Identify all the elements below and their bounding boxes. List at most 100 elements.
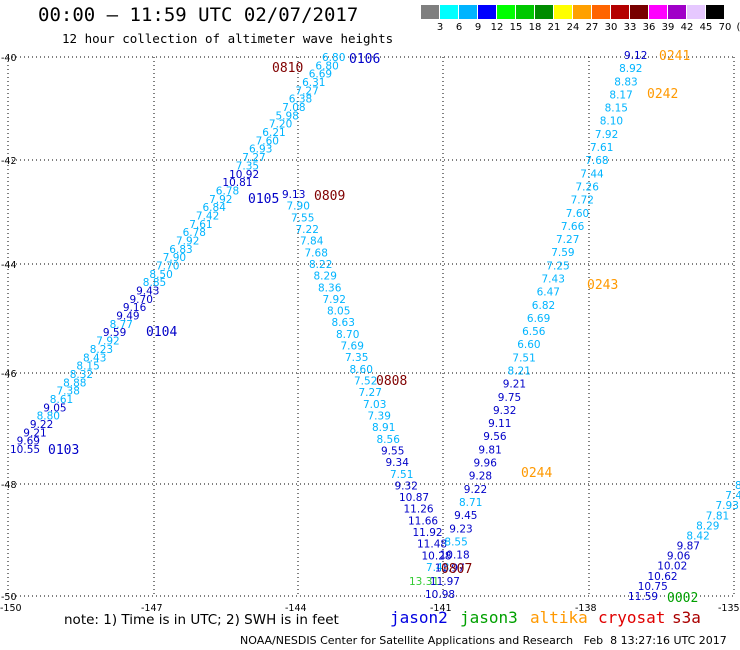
swh-value-pass1: 9.22 [30,419,53,431]
colorbar-label: 6 [455,22,463,33]
swh-value-pass1: 7.92 [209,194,232,206]
swh-value-pass3: 9.32 [493,405,516,417]
swh-value-pass3: 7.92 [595,129,618,141]
axis-labels: -40 -42 -44 -46 -48 -50-150 -147 -144 -141 -138 -1… [0,53,740,614]
latitude-label: -44 [1,260,17,271]
time-tag-label: 0807 [441,562,472,577]
swh-value-pass1: 7.38 [57,386,80,398]
swh-value-pass1: 9.21 [23,427,46,439]
time-tag-label: 0808 [376,374,407,389]
swh-value-pass3: 7.43 [542,274,565,286]
colorbar-swatch [440,5,459,19]
time-tag-label: 0105 [248,192,279,207]
colorbar-label: 27 [585,22,599,33]
swh-value-pass1: 7.42 [196,211,219,223]
swh-value-pass3: 9.11 [488,418,511,430]
colorbar-label: 15 [509,22,523,33]
swh-value-pass3: 9.22 [464,484,487,496]
swh-value-pass3: 7.27 [556,234,579,246]
swh-value-pass2: 10.28 [422,550,452,562]
colorbar-label: 39 [661,22,675,33]
swh-value-pass2: 11.48 [417,539,447,551]
swh-value-pass1: 10.55 [10,444,40,456]
swh-value-pass1: 6.69 [309,69,332,81]
swh-value-pass3: 6.69 [527,313,550,325]
satellite-legend-s3a: s3a [672,608,701,627]
swh-value-pass4: 7.4 [725,490,740,502]
latitude-label: -40 [1,53,17,64]
swh-value-pass1: 5.98 [276,110,299,122]
swh-value-pass3: 9.28 [469,471,492,483]
swh-value-pass2: 7.52 [354,376,377,388]
swh-value-pass1: 6.38 [289,94,312,106]
swh-value-pass2: 9.55 [381,445,404,457]
swh-value-pass3: 8.21 [508,366,531,378]
swh-value-pass3: 9.21 [503,379,526,391]
swh-value-pass1: 7.70 [156,261,179,273]
swh-value-pass1: 9.43 [136,286,159,298]
colorbar-swatch [611,5,630,19]
swh-value-pass3: 7.68 [585,155,608,167]
swh-value-pass3: 8.71 [459,497,482,509]
swh-value-pass3: 8.55 [444,536,467,548]
colorbar-label: 30 [604,22,618,33]
swh-value-pass1: 6.93 [249,144,272,156]
colorbar-label: 24 [566,22,580,33]
swh-value-pass4: 10.02 [657,561,687,573]
colorbar-label: 33 [623,22,637,33]
swh-value-pass2: 8.91 [372,422,395,434]
swh-value-pass1: 7.92 [96,336,119,348]
colorbar-swatch [421,5,440,19]
swh-value-pass3: 8.83 [614,76,637,88]
colorbar-swatch [630,5,649,19]
swh-value-pass2: 11.92 [413,527,443,539]
swh-value-pass2: 7.90 [287,201,310,213]
swh-value-pass1: 9.49 [116,311,139,323]
colorbar-label: 42 [680,22,694,33]
swh-value-pass3: 10.98 [425,589,455,601]
swh-value-pass4: 10.75 [638,581,668,593]
swh-value-pass3: 7.25 [546,260,569,272]
swh-value-pass2: 8.56 [377,434,401,446]
colorbar-label: 21 [547,22,561,33]
swh-value-pass4: 9.06 [667,551,691,563]
swh-value-pass2: 7.84 [300,236,324,248]
swh-value-pass1: 7.08 [282,102,305,114]
swh-value-pass1: 8.77 [110,319,133,331]
swh-value-pass2: 7.69 [341,341,364,353]
swh-value-pass4: 8.42 [686,531,709,543]
colorbar-swatch [668,5,687,19]
swh-value-pass2: 7.27 [359,387,382,399]
time-tag-label: 0243 [587,278,618,293]
swh-value-pass2: 8.05 [327,306,350,318]
swh-value-pass1: 8.32 [70,369,93,381]
note-text: note: 1) Time is in UTC; 2) SWH is in fe… [64,612,339,628]
swh-value-pass3: 9.56 [483,431,507,443]
swh-value-pass2: 9.13 [282,189,305,201]
swh-value-pass1: 6.80 [315,60,338,72]
swh-value-pass3: 7.26 [576,182,600,194]
time-tag-label: 0242 [647,87,678,102]
swh-value-pass1: 8.50 [149,269,172,281]
swh-value-pass1: 7.27 [295,85,318,97]
swh-value-pass2: 7.68 [305,247,328,259]
swh-value-pass1: 8.23 [90,344,113,356]
swh-value-pass3: 8.15 [605,103,628,115]
swh-value-pass1: 8.43 [83,352,106,364]
colorbar-swatch [478,5,497,19]
swh-value-pass4: 7.93 [716,500,739,512]
swh-value-pass1: 6.84 [203,202,227,214]
swh-value-pass1: 10.92 [229,169,259,181]
swh-value-pass2: 11.66 [408,515,438,527]
time-tag-label: 0002 [667,591,698,606]
longitude-label: -147 [141,603,163,614]
swh-value-pass3: 8.92 [619,63,642,75]
swh-value-pass3: 9.12 [624,50,647,62]
swh-value-pass3: 9.75 [498,392,521,404]
colorbar-swatch [497,5,516,19]
swh-value-pass2: 8.70 [336,329,359,341]
swh-value-pass3: 8.10 [600,116,623,128]
colorbar-label: 9 [474,22,482,33]
